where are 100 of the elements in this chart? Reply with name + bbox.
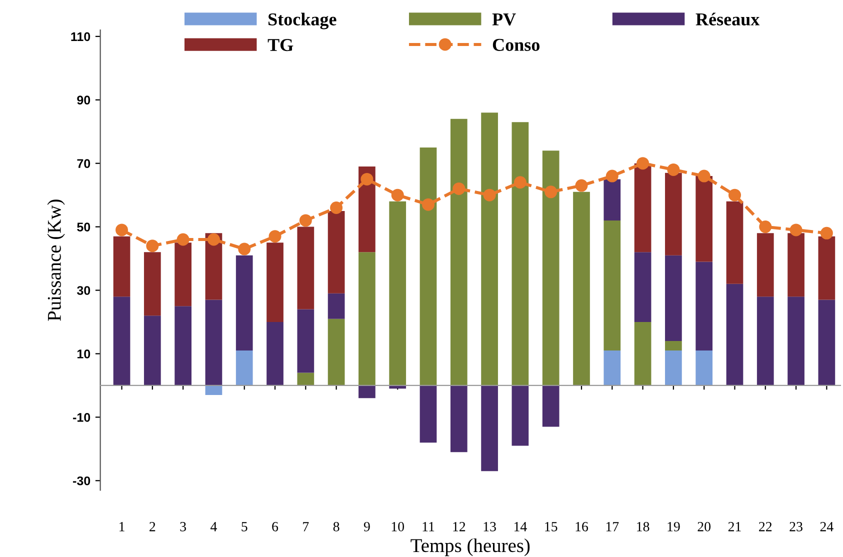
bar — [696, 176, 713, 262]
point — [268, 230, 282, 243]
x-tick-label: 21 — [728, 522, 741, 532]
x-tick-label: 8 — [333, 522, 340, 532]
bar — [756, 233, 774, 297]
point — [759, 220, 772, 234]
bar — [634, 163, 652, 252]
x-tick-label: 15 — [545, 522, 558, 532]
point — [422, 198, 435, 211]
x-tick-label: 9 — [364, 522, 370, 532]
bar — [756, 296, 774, 386]
bar — [266, 322, 284, 386]
x-tick-label: 17 — [606, 522, 619, 532]
bar — [358, 252, 376, 386]
bar — [420, 385, 437, 443]
x-tick-label: 23 — [790, 522, 802, 532]
bar — [205, 385, 222, 395]
x-tick-label: 14 — [514, 522, 527, 532]
point — [667, 163, 680, 176]
point — [636, 157, 650, 170]
bar — [358, 385, 376, 398]
point — [514, 176, 526, 189]
point — [820, 226, 833, 240]
bar — [665, 341, 682, 351]
x-tick-label: 1 — [120, 522, 124, 532]
bar — [542, 150, 560, 386]
bar — [389, 201, 406, 386]
bar — [512, 385, 529, 446]
bar — [634, 322, 652, 386]
bar — [481, 385, 498, 472]
point — [391, 188, 404, 202]
legend-label: Réseaux — [696, 12, 760, 26]
y-tick-label: 110 — [71, 32, 90, 42]
x-tick-label: 3 — [180, 522, 186, 532]
bar — [665, 172, 682, 256]
point — [483, 188, 496, 202]
bar — [726, 201, 744, 284]
point — [728, 188, 741, 202]
bar — [665, 350, 682, 386]
x-tick-label: 11 — [422, 522, 434, 532]
legend-label: Stockage — [268, 12, 336, 30]
point — [238, 242, 251, 256]
point — [452, 182, 466, 195]
bar — [420, 147, 437, 386]
y-tick-label: 10 — [77, 350, 90, 358]
point — [330, 202, 343, 214]
point — [360, 172, 374, 186]
point — [176, 233, 190, 246]
bar — [236, 255, 253, 351]
x-tick-label: 4 — [210, 522, 217, 532]
x-tick-label: 20 — [698, 522, 710, 532]
y-tick-label: 70 — [77, 159, 90, 168]
bar — [297, 372, 314, 386]
bar — [174, 306, 192, 386]
bar — [113, 296, 130, 386]
bar — [818, 300, 836, 386]
y-tick-label: 30 — [76, 286, 90, 295]
point — [544, 186, 558, 198]
x-tick-label: 22 — [759, 522, 772, 532]
bar — [297, 226, 314, 310]
bar — [144, 316, 161, 386]
bar — [113, 236, 130, 297]
point — [790, 224, 802, 236]
bar — [696, 350, 713, 386]
point — [116, 224, 128, 236]
x-tick-label: 24 — [820, 522, 834, 532]
legend-label: PV — [492, 13, 516, 26]
bar — [328, 210, 345, 294]
point — [146, 240, 159, 252]
bar — [236, 350, 253, 386]
legend-label: Conso — [492, 38, 540, 51]
point — [698, 170, 710, 182]
y-tick-label: 90 — [77, 96, 90, 105]
bar — [205, 300, 222, 386]
point — [606, 170, 618, 182]
y-tick-label: -30 — [73, 476, 90, 486]
x-axis-title: Temps (heures) — [410, 538, 530, 556]
bar — [266, 242, 284, 322]
x-tick-label: 19 — [668, 522, 680, 532]
x-tick-label: 7 — [303, 522, 309, 532]
bar — [542, 385, 560, 427]
bar — [512, 122, 529, 386]
x-tick-label: 10 — [392, 522, 404, 532]
x-tick-label: 6 — [272, 522, 278, 532]
y-tick-label: 50 — [77, 222, 90, 232]
bar — [604, 179, 621, 220]
x-tick-label: 5 — [242, 522, 248, 532]
bar — [174, 242, 192, 306]
bar — [818, 236, 836, 300]
bar — [297, 309, 314, 373]
bar — [328, 318, 345, 386]
y-tick-label: -10 — [73, 412, 90, 422]
bar — [634, 252, 652, 322]
bar — [604, 220, 621, 351]
x-tick-label: 16 — [576, 522, 588, 532]
bar — [665, 255, 682, 342]
x-tick-label: 13 — [484, 522, 496, 532]
x-tick-label: 12 — [453, 522, 466, 532]
y-axis-title: Puissance (Kw) — [47, 200, 65, 321]
x-tick-label: 2 — [150, 522, 156, 532]
